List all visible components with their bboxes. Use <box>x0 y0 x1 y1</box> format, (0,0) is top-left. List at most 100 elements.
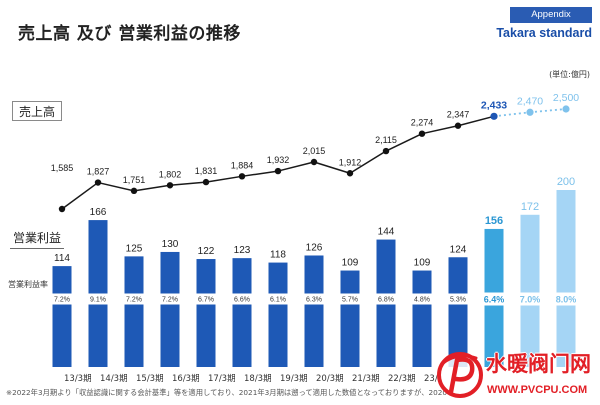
operating-margin-box <box>552 292 580 306</box>
x-axis-tick-label: 17/3期 <box>208 374 236 384</box>
sales-line <box>61 108 567 210</box>
watermark-name: 水暖阀门网 <box>486 352 591 376</box>
sales-point <box>94 179 102 186</box>
operating-margin-box <box>231 293 253 305</box>
operating-margin-label: 8.0% <box>556 294 577 304</box>
operating-margin-box <box>123 293 145 305</box>
operating-income-bar <box>124 256 144 367</box>
operating-margin-box <box>516 292 544 306</box>
operating-income-value-label: 109 <box>342 258 359 269</box>
operating-income-value-label: 126 <box>306 242 323 253</box>
operating-income-value-label: 122 <box>198 246 215 257</box>
operating-income-bar <box>340 270 360 367</box>
operating-income-value-label: 118 <box>270 250 286 261</box>
operating-income-bar <box>412 270 432 367</box>
operating-margin-label: 6.7% <box>198 297 214 304</box>
watermark: 水暖阀门网 WWW.PVCPU.COM <box>434 344 600 405</box>
sales-value-label: 2,500 <box>553 92 579 104</box>
watermark-logo-icon <box>437 352 483 398</box>
sales-point <box>166 182 174 189</box>
operating-margin-label: 7.0% <box>520 294 541 304</box>
sales-value-labels: 1,585 1,827 1,751 1,802 1,831 1,884 1,932 2,015… <box>51 92 580 185</box>
operating-income-bar <box>520 214 540 367</box>
sales-point <box>346 170 354 177</box>
operating-margin-label: 6.3% <box>306 297 322 304</box>
x-axis-tick-label: 21/3期 <box>352 374 380 384</box>
page-title: 売上高 及び 営業利益の推移 <box>18 24 241 44</box>
operating-margin-label: 7.2% <box>162 297 178 304</box>
operating-income-value-label: 109 <box>414 258 431 269</box>
x-axis-tick-label: 16/3期 <box>172 374 200 384</box>
sales-line-segment <box>97 181 135 192</box>
sales-line-segment <box>349 150 387 174</box>
operating-margin-box <box>303 293 325 305</box>
x-axis-tick-label: 22/3期 <box>388 374 416 384</box>
sales-line-segment <box>421 124 459 135</box>
operating-income-bar <box>160 251 180 367</box>
operating-margin-box <box>339 293 361 305</box>
operating-margin-label: 7.2% <box>126 297 142 304</box>
operating-margin-label: 6.6% <box>234 297 250 304</box>
company-logo: Takara standard <box>496 26 592 40</box>
sales-value-label: 2,274 <box>411 118 434 128</box>
operating-income-value-label: 125 <box>126 243 143 254</box>
sales-point <box>454 122 462 129</box>
sales-line-segment <box>205 175 243 183</box>
sales-value-label: 1,751 <box>123 175 146 185</box>
sales-line-segment <box>313 161 351 174</box>
sales-point <box>526 108 534 116</box>
watermark-url: WWW.PVCPU.COM <box>487 384 588 396</box>
operating-income-value-label: 200 <box>557 176 575 188</box>
operating-income-value-label: 166 <box>90 207 107 218</box>
operating-income-bar <box>556 190 576 367</box>
operating-income-value-label: 156 <box>485 215 503 227</box>
sales-value-label: 1,912 <box>339 157 362 167</box>
sales-point <box>418 130 426 137</box>
operating-margin-box <box>375 293 397 305</box>
footnote: ※2022年3月期より「収益認識に関する会計基準」等を適用しており、2021年3… <box>6 388 448 397</box>
operating-income-value-label: 172 <box>521 201 539 213</box>
operating-income-value-label: 123 <box>234 245 251 256</box>
operating-margin-label: 5.3% <box>450 297 466 304</box>
operating-margin-box <box>411 293 433 305</box>
sales-value-label: 1,884 <box>231 160 254 170</box>
operating-margin-box <box>480 292 508 306</box>
appendix-badge: Appendix <box>510 7 592 23</box>
operating-income-value-label: 144 <box>378 227 395 238</box>
operating-income-bar <box>196 259 216 367</box>
sales-value-label: 2,470 <box>517 95 543 107</box>
sales-points <box>58 105 570 213</box>
operating-margin-row-label: 営業利益率 <box>8 280 48 289</box>
sales-value-label: 1,827 <box>87 167 110 177</box>
operating-margin-label: 6.4% <box>484 294 505 304</box>
sales-point <box>274 167 282 175</box>
sales-value-label: 1,585 <box>51 163 74 173</box>
operating-margin-box <box>447 293 469 305</box>
sales-line-segment <box>529 108 567 114</box>
sales-line-segment <box>277 161 315 172</box>
sales-line-segment <box>385 133 423 152</box>
operating-income-bar <box>304 255 324 367</box>
operating-income-value-label: 130 <box>162 239 179 250</box>
operating-margin-label: 6.1% <box>270 297 286 304</box>
sales-value-label: 1,831 <box>195 166 218 176</box>
operating-income-bar <box>448 257 468 367</box>
sales-point <box>130 187 138 195</box>
operating-income-bar <box>232 258 252 367</box>
sales-point <box>562 105 570 113</box>
operating-income-value-label: 124 <box>450 244 467 255</box>
operating-margin-label: 9.1% <box>90 297 106 304</box>
sales-line-segment <box>133 184 171 192</box>
sales-value-label: 2,433 <box>481 99 507 111</box>
sales-value-label: 1,802 <box>159 169 182 179</box>
operating-income-bar <box>52 266 72 367</box>
sales-line-segment <box>169 181 207 187</box>
x-axis-tick-label: 19/3期 <box>280 374 308 384</box>
x-axis: 13/3期 14/3期 15/3期 16/3期 17/3期 18/3期 19/3期 20/3期… <box>64 374 438 384</box>
sales-point <box>490 112 498 120</box>
operating-margin-labels: 7.2% 9.1% 7.2% 7.2% 6.7% 6.6% 6.1% 6.3% 5.7% 6.8%… <box>51 292 580 306</box>
x-axis-tick-label: 14/3期 <box>100 374 128 384</box>
sales-point <box>382 147 390 155</box>
sales-line-segment <box>61 181 99 210</box>
